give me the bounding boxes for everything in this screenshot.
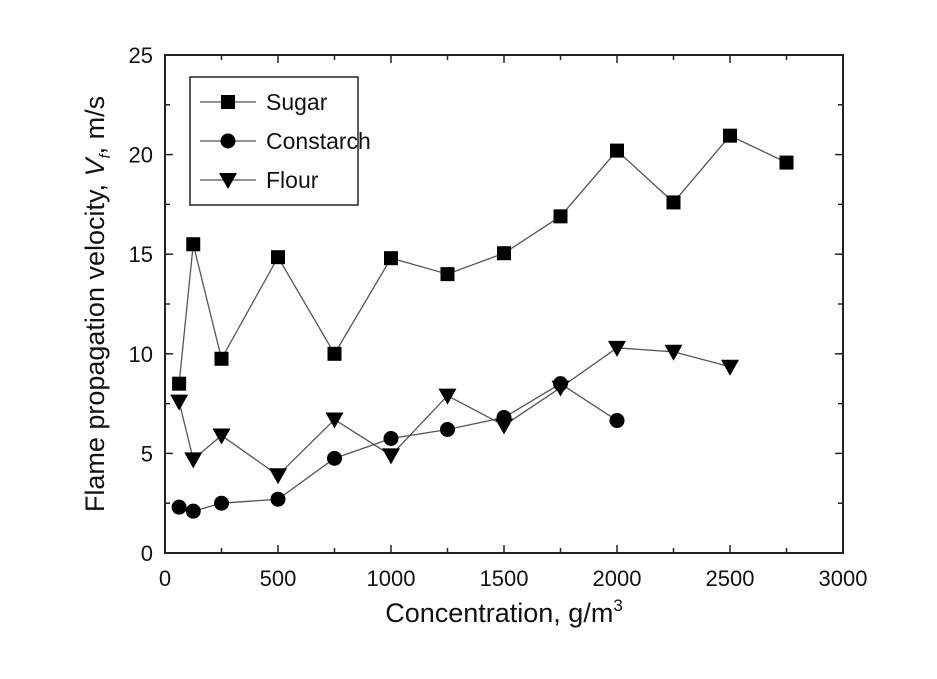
data-point-sugar: [440, 267, 455, 282]
x-tick-label: 2000: [593, 566, 642, 591]
data-point-sugar: [172, 376, 187, 391]
legend-marker-flour: [219, 173, 237, 189]
data-point-constarch: [270, 491, 286, 507]
data-point-sugar: [327, 346, 342, 361]
data-point-sugar: [723, 128, 737, 143]
data-point-flour: [664, 344, 683, 361]
data-point-constarch: [383, 430, 399, 446]
series-flour: [170, 340, 739, 485]
y-tick-label: 15: [129, 242, 153, 267]
data-point-constarch: [171, 499, 187, 515]
data-point-sugar: [271, 250, 285, 265]
data-point-sugar: [666, 195, 681, 210]
data-point-sugar: [186, 237, 201, 252]
data-point-flour: [212, 428, 231, 445]
series-line-flour: [178, 347, 731, 477]
data-point-sugar: [214, 351, 229, 366]
data-point-flour: [495, 418, 513, 435]
data-point-constarch: [609, 413, 625, 429]
x-tick-label: 1000: [367, 566, 416, 591]
x-tick-label: 1500: [480, 566, 529, 591]
data-point-flour: [721, 359, 739, 376]
data-point-flour: [608, 340, 626, 357]
y-tick-label: 25: [129, 43, 153, 68]
data-point-flour: [551, 380, 570, 397]
data-point-flour: [382, 448, 400, 465]
y-axis-label: Flame propagation velocity, Vf, m/s: [80, 96, 114, 512]
data-point-constarch: [214, 495, 229, 511]
legend-label-constarch: Constarch: [266, 128, 371, 154]
y-tick-label: 20: [129, 143, 153, 168]
x-tick-label: 3000: [819, 566, 868, 591]
x-tick-label: 500: [260, 566, 297, 591]
legend-label-sugar: Sugar: [266, 89, 328, 115]
plot-frame: [164, 54, 844, 554]
legend: Sugar Constarch Flour: [189, 76, 371, 206]
x-tick-label: 0: [159, 566, 171, 591]
series-sugar: [172, 128, 794, 391]
data-point-flour: [170, 394, 189, 411]
data-point-flour: [269, 468, 287, 485]
data-point-flour: [438, 388, 457, 405]
y-tick-label: 0: [141, 541, 153, 566]
legend-label-flour: Flour: [266, 167, 319, 193]
x-axis-label: Concentration, g/m3: [385, 596, 623, 628]
legend-marker-constarch: [220, 133, 236, 149]
y-tick-label: 10: [129, 342, 153, 367]
data-point-flour: [184, 452, 203, 469]
data-point-flour: [325, 412, 344, 429]
data-point-sugar: [610, 143, 624, 158]
legend-marker-sugar: [221, 95, 235, 109]
series-line-constarch: [178, 382, 618, 512]
data-point-sugar: [384, 251, 398, 266]
x-tick-label: 2500: [706, 566, 755, 591]
data-point-constarch: [440, 421, 455, 437]
y-tick-label: 5: [141, 441, 153, 466]
series-layer: [170, 128, 794, 519]
legend-box: [189, 76, 359, 206]
axis-ticks: 0 500 1000 1500 2000 2500 3000 0 5 10 15 20 25: [129, 43, 868, 591]
data-point-sugar: [553, 209, 568, 224]
data-point-sugar: [497, 246, 511, 261]
data-point-constarch: [327, 450, 342, 466]
data-point-constarch: [185, 503, 201, 519]
data-point-sugar: [779, 155, 794, 170]
